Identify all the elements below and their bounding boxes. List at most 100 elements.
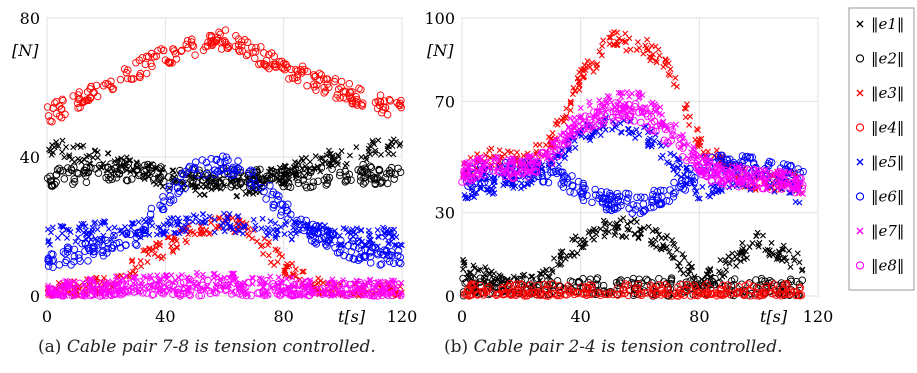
data-point — [546, 273, 553, 280]
plot-area — [461, 17, 819, 297]
data-point — [138, 53, 147, 62]
data-point — [129, 219, 136, 226]
data-point — [298, 62, 307, 70]
data-point — [286, 285, 293, 292]
data-point — [374, 97, 382, 106]
data-point — [307, 158, 314, 165]
data-point — [693, 126, 700, 133]
data-point — [599, 281, 608, 290]
data-point — [170, 47, 178, 55]
data-point — [752, 276, 760, 284]
data-point — [112, 163, 120, 172]
data-point — [267, 175, 276, 183]
data-point — [206, 213, 213, 220]
data-point — [126, 230, 135, 239]
data-point — [324, 236, 333, 245]
data-point — [377, 287, 386, 296]
data-point — [634, 39, 641, 46]
data-point — [488, 268, 495, 275]
data-point — [342, 162, 349, 169]
data-point — [201, 192, 208, 199]
data-point — [59, 279, 67, 288]
data-point — [55, 261, 64, 269]
data-point — [384, 291, 392, 299]
data-point — [214, 278, 223, 287]
data-point — [372, 147, 379, 154]
data-point — [45, 226, 52, 233]
data-point — [272, 246, 279, 253]
data-point — [257, 183, 266, 192]
data-point — [141, 226, 150, 235]
data-point — [46, 172, 54, 181]
data-point — [69, 180, 77, 188]
data-point — [56, 167, 65, 175]
data-point — [288, 236, 295, 243]
data-point — [460, 266, 467, 273]
data-point — [176, 279, 185, 287]
data-point — [320, 75, 328, 83]
data-point — [371, 141, 378, 148]
data-point — [679, 251, 686, 258]
data-point — [185, 231, 192, 238]
data-point — [364, 283, 373, 292]
data-point — [81, 239, 89, 247]
data-point — [378, 178, 386, 187]
data-point — [202, 184, 209, 191]
x-axis-label: t[s] — [338, 307, 366, 326]
data-point — [107, 160, 115, 168]
data-point — [249, 174, 258, 182]
data-point — [59, 137, 66, 144]
data-point — [562, 255, 569, 262]
data-point — [570, 84, 577, 91]
data-point — [69, 92, 77, 100]
data-point — [127, 286, 136, 294]
data-point — [387, 168, 395, 177]
data-point — [375, 282, 384, 291]
data-point — [260, 291, 269, 300]
data-point — [737, 258, 744, 265]
data-point — [249, 275, 256, 282]
data-point — [165, 280, 174, 289]
data-point — [236, 180, 244, 188]
data-point — [174, 288, 182, 297]
data-point — [344, 241, 352, 250]
data-point — [549, 268, 556, 275]
data-point — [366, 247, 375, 256]
data-point — [177, 47, 186, 55]
data-point — [274, 258, 281, 265]
data-point — [397, 103, 405, 112]
data-point — [569, 91, 576, 98]
data-point — [379, 224, 386, 231]
data-point — [764, 246, 771, 253]
data-point — [135, 72, 144, 80]
data-point — [340, 225, 347, 232]
data-point — [580, 74, 587, 81]
data-point — [714, 280, 723, 288]
data-point — [366, 162, 375, 171]
data-point — [290, 291, 299, 299]
data-point — [106, 290, 114, 299]
data-point — [346, 280, 355, 289]
data-point — [606, 34, 613, 41]
data-point — [294, 70, 302, 79]
data-point — [393, 98, 401, 107]
data-point — [49, 250, 57, 259]
data-point — [252, 44, 260, 52]
data-point — [158, 255, 165, 262]
data-point — [395, 101, 403, 109]
y-tick-label: 0 — [445, 287, 455, 306]
data-point — [477, 266, 484, 273]
data-point — [332, 94, 340, 102]
data-point — [345, 253, 354, 262]
data-point — [240, 172, 249, 181]
data-point — [168, 243, 175, 250]
data-point — [275, 192, 283, 200]
data-point — [135, 218, 142, 225]
data-point — [640, 50, 647, 57]
data-point — [640, 225, 647, 232]
data-point — [92, 286, 101, 294]
data-point — [285, 75, 293, 83]
data-point — [695, 136, 702, 143]
data-point — [153, 231, 160, 238]
legend-label: ‖e1‖ — [871, 15, 904, 33]
